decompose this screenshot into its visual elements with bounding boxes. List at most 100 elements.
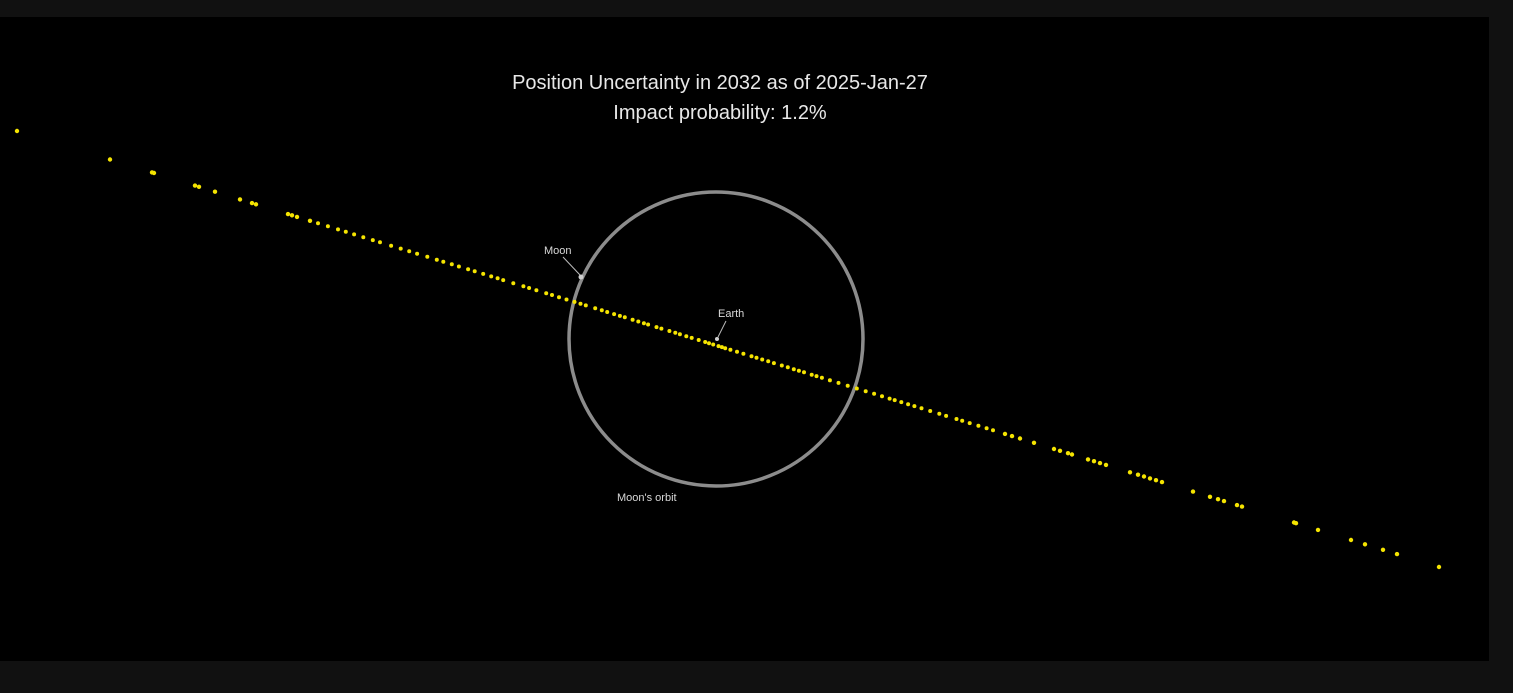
uncertainty-point (307, 218, 313, 223)
uncertainty-point (791, 367, 796, 372)
uncertainty-point (1051, 446, 1057, 452)
uncertainty-point (544, 291, 549, 296)
uncertainty-point (370, 238, 375, 243)
uncertainty-point (1348, 537, 1354, 543)
diagram-panel: Position Uncertainty in 2032 as of 2025-… (0, 17, 1489, 661)
uncertainty-point (646, 322, 651, 327)
uncertainty-point (836, 380, 841, 385)
uncertainty-point (880, 394, 884, 399)
uncertainty-point (899, 400, 904, 405)
uncertainty-point (654, 325, 659, 330)
uncertainty-point (212, 189, 218, 194)
uncertainty-point (630, 317, 635, 322)
uncertainty-point (779, 363, 784, 368)
uncertainty-point (622, 315, 627, 320)
uncertainty-point (289, 213, 295, 218)
uncertainty-point (1103, 462, 1109, 468)
uncertainty-point (434, 257, 439, 262)
uncertainty-point (527, 286, 532, 290)
uncertainty-point (1380, 547, 1386, 552)
uncertainty-point (1141, 474, 1147, 479)
uncertainty-point (593, 306, 598, 311)
earth-leader-line (717, 320, 727, 338)
uncertainty-point (1315, 527, 1321, 533)
uncertainty-point (1017, 436, 1023, 441)
uncertainty-point (572, 299, 577, 304)
uncertainty-point (534, 288, 539, 293)
uncertainty-point (863, 389, 868, 394)
uncertainty-point (352, 232, 357, 237)
uncertainty-point (378, 240, 382, 245)
uncertainty-point (944, 413, 949, 418)
uncertainty-point (336, 227, 340, 232)
uncertainty-point (389, 243, 394, 248)
uncertainty-point (1097, 460, 1103, 466)
uncertainty-point (361, 235, 366, 240)
uncertainty-point (954, 417, 959, 421)
uncertainty-point (892, 398, 897, 403)
uncertainty-point (754, 355, 759, 360)
uncertainty-point (253, 202, 259, 207)
uncertainty-point (707, 341, 711, 346)
uncertainty-point (550, 293, 554, 297)
uncertainty-point (605, 310, 610, 314)
uncertainty-point (407, 249, 412, 254)
uncertainty-point (599, 308, 604, 313)
uncertainty-point (14, 128, 20, 134)
uncertainty-point (449, 262, 454, 267)
uncertainty-point (785, 365, 790, 370)
uncertainty-point (766, 359, 771, 364)
uncertainty-point (809, 372, 814, 377)
uncertainty-point (564, 297, 569, 302)
uncertainty-point (1135, 472, 1141, 477)
uncertainty-point (684, 334, 689, 339)
uncertainty-point (1147, 476, 1153, 481)
uncertainty-point (425, 254, 430, 259)
uncertainty-point (1293, 521, 1299, 526)
uncertainty-point (741, 351, 746, 356)
uncertainty-point (711, 342, 716, 347)
uncertainty-point (1159, 479, 1165, 485)
uncertainty-point (578, 301, 583, 306)
uncertainty-point (819, 375, 824, 380)
uncertainty-point (689, 335, 694, 340)
uncertainty-point (1207, 494, 1213, 499)
uncertainty-point (673, 330, 678, 335)
uncertainty-point (1065, 451, 1071, 456)
earth-marker (715, 337, 719, 341)
uncertainty-point (696, 338, 701, 342)
uncertainty-point (728, 347, 733, 352)
uncertainty-point (285, 211, 291, 217)
uncertainty-point (976, 423, 981, 428)
uncertainty-point (1153, 478, 1159, 483)
uncertainty-point (872, 391, 877, 396)
uncertainty-point (489, 274, 494, 279)
uncertainty-point (481, 271, 486, 276)
uncertainty-point (1394, 551, 1400, 557)
uncertainty-point (612, 312, 617, 317)
uncertainty-point (151, 170, 157, 176)
uncertainty-point (472, 269, 477, 274)
uncertainty-point (749, 354, 754, 359)
uncertainty-point (960, 418, 965, 423)
uncertainty-point (466, 267, 471, 272)
uncertainty-point (659, 326, 664, 331)
uncertainty-point (617, 313, 622, 318)
uncertainty-point (1190, 489, 1196, 494)
impact-probability-subtitle: Impact probability: 1.2% (613, 102, 827, 124)
moon-orbit-circle (567, 190, 865, 488)
uncertainty-point (827, 378, 832, 383)
uncertainty-point (636, 319, 641, 324)
uncertainty-point (1069, 452, 1075, 457)
uncertainty-point (1215, 497, 1221, 502)
uncertainty-point (511, 281, 516, 286)
uncertainty-point (887, 396, 892, 401)
moon-label: Moon (544, 245, 572, 257)
uncertainty-point (677, 332, 682, 337)
uncertainty-point (501, 278, 506, 283)
uncertainty-point (845, 383, 850, 388)
uncertainty-point (1436, 564, 1442, 570)
uncertainty-point (441, 259, 446, 264)
uncertainty-point (937, 411, 942, 416)
uncertainty-point (802, 370, 806, 375)
